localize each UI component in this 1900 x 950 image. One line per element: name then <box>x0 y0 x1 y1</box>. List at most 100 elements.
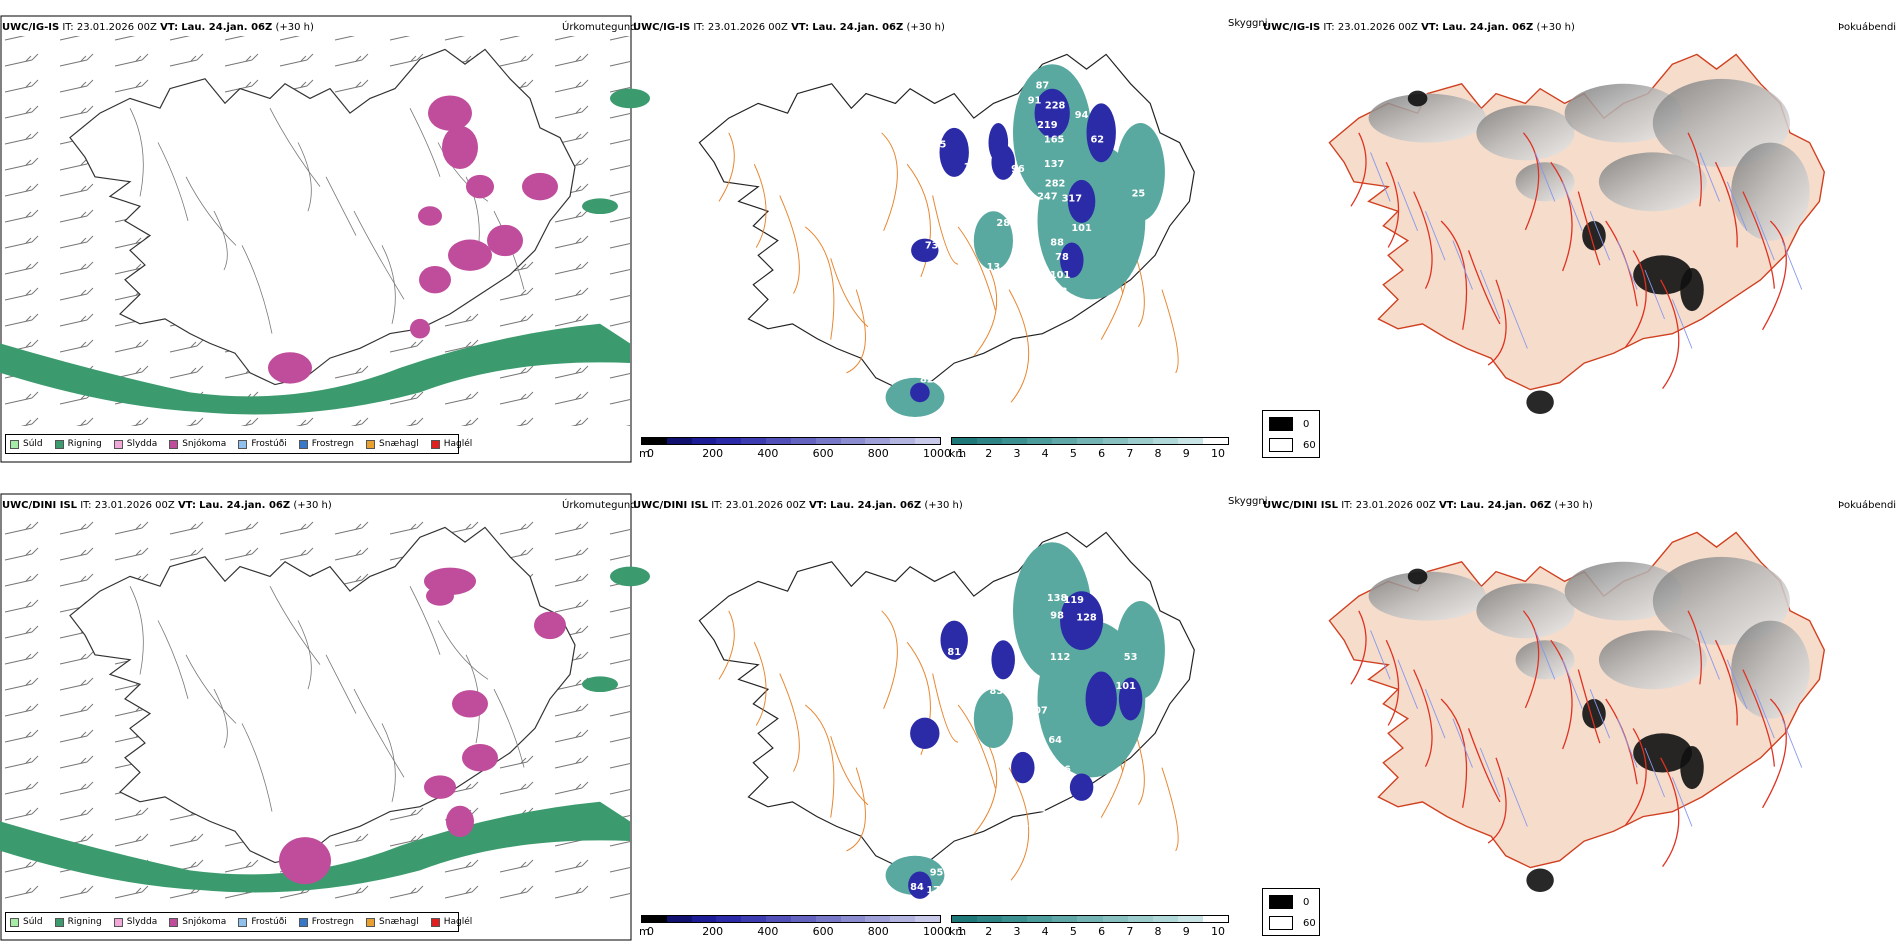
visibility-tick: 2 <box>985 447 993 460</box>
visibility-value-label: 89 <box>1011 179 1025 190</box>
colorbar-segment <box>642 438 667 444</box>
colorbar-segment <box>890 916 916 922</box>
visibility-value-label: 87 <box>1036 81 1050 92</box>
road-line <box>241 723 273 812</box>
colorbar-segment <box>815 916 841 922</box>
legend-label: Snæhagl <box>379 439 419 449</box>
river-line <box>1699 152 1720 202</box>
fog-high-area <box>1526 868 1554 893</box>
road-line <box>1440 220 1468 330</box>
river-line <box>1534 152 1556 202</box>
colorbar-segment <box>766 438 791 444</box>
fog-index-area <box>1564 561 1683 621</box>
legend-swatch <box>298 917 308 927</box>
legend-item: Slydda <box>113 917 157 927</box>
fog-legend-item: 0 <box>1269 417 1309 431</box>
colorbar-segment <box>1077 438 1103 444</box>
visibility-tick: 9 <box>1182 447 1190 460</box>
legend-label: Frostregn <box>311 917 355 927</box>
fog-map-2 <box>1328 531 1825 893</box>
colorbar-segment <box>840 916 866 922</box>
visibility-tick: 9 <box>1182 925 1190 938</box>
low-ceiling-area <box>1011 751 1035 784</box>
road-line <box>185 654 237 724</box>
road-line <box>906 163 931 278</box>
colorbar-segment <box>915 438 940 444</box>
river-line <box>1425 211 1446 261</box>
fog-high-area <box>1407 90 1428 107</box>
snow-area <box>446 805 474 838</box>
colorbar-segment <box>977 438 1003 444</box>
fog-legend-label: 0 <box>1303 418 1310 430</box>
snow-area <box>279 837 331 885</box>
ceiling-colorbar <box>641 915 941 923</box>
fog-index-area <box>1731 620 1810 719</box>
road-line <box>1136 736 1145 806</box>
low-visibility-area <box>1115 601 1165 699</box>
visibility-tick: 2 <box>985 925 993 938</box>
visibility-value-label: 94 <box>1075 110 1089 121</box>
colorbar-segment <box>691 438 717 444</box>
legend-item: Snjókoma <box>169 917 226 927</box>
river-line <box>1562 181 1583 231</box>
colorbar-segment <box>952 438 978 444</box>
visibility-value-label: 73 <box>925 240 939 251</box>
road-line <box>297 620 312 690</box>
road-line <box>353 688 405 778</box>
road-line <box>409 108 441 177</box>
visibility-value-label: 165 <box>1044 135 1065 146</box>
fog-index-area <box>1598 152 1707 212</box>
snow-area <box>426 586 454 606</box>
road-line <box>493 688 525 768</box>
visibility-value-label: 108 <box>1019 725 1040 736</box>
legend-swatch <box>10 439 19 449</box>
road-line <box>804 226 835 340</box>
fog-index-area <box>1476 583 1575 639</box>
road-line <box>353 210 405 300</box>
fog-index-area <box>1476 105 1575 161</box>
title-visibility-2: Skyggni <box>1228 496 1268 507</box>
visibility-value-label: 62 <box>1090 135 1104 146</box>
ceiling-tick: 400 <box>757 447 779 460</box>
road-line <box>1440 698 1468 808</box>
scales-2: m 0 200 400 600 800 1000 km 1 2 3 4 5 6 7 8 9 10 <box>633 913 1233 943</box>
colorbar-segment <box>1002 438 1028 444</box>
ceiling-colorbar <box>641 437 941 445</box>
ceiling-tick: 200 <box>702 925 724 938</box>
low-ceiling-area <box>910 382 930 403</box>
visibility-value-label: 58 <box>926 748 940 759</box>
fog-legend-1: 0 60 <box>1262 410 1320 458</box>
snow-area <box>466 174 494 199</box>
road-line <box>1385 161 1400 248</box>
colorbar-segment <box>1102 438 1128 444</box>
fog-legend-item: 0 <box>1269 895 1309 909</box>
visibility-tick: 7 <box>1126 925 1134 938</box>
road-line <box>1762 698 1787 809</box>
river-line <box>1425 689 1446 739</box>
road-line <box>213 688 228 749</box>
legend-label: Haglél <box>443 439 473 449</box>
visibility-value-label: 282 <box>1045 179 1065 190</box>
road-line <box>846 767 866 852</box>
river-line <box>1507 299 1528 349</box>
visibility-value-label: 247 <box>1037 191 1058 202</box>
road-line <box>437 620 489 680</box>
snow-area <box>418 206 442 226</box>
colorbar-segment <box>790 438 816 444</box>
river-line <box>1589 211 1611 261</box>
colorbar-segment <box>1152 438 1178 444</box>
river-line <box>1726 181 1748 231</box>
road-line <box>932 673 959 743</box>
precip-map-1 <box>0 15 650 463</box>
fog-index-area <box>1515 640 1575 680</box>
colorbar-segment <box>642 916 667 922</box>
road-line <box>1577 669 1601 744</box>
visibility-tick: 6 <box>1098 447 1106 460</box>
fog-high-area <box>1526 390 1554 415</box>
road-line <box>1550 639 1573 750</box>
low-ceiling-area <box>1086 103 1116 163</box>
visibility-value-label: 64 <box>1048 735 1062 746</box>
legend-item: Rigning <box>54 917 102 927</box>
road-line <box>1577 191 1601 266</box>
